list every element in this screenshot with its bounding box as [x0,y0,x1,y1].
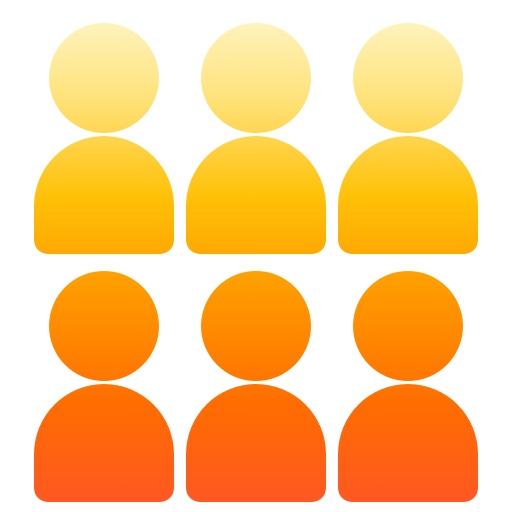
people-silhouettes [34,23,478,502]
people-group-icon [0,0,512,512]
people-group-svg [0,0,512,512]
